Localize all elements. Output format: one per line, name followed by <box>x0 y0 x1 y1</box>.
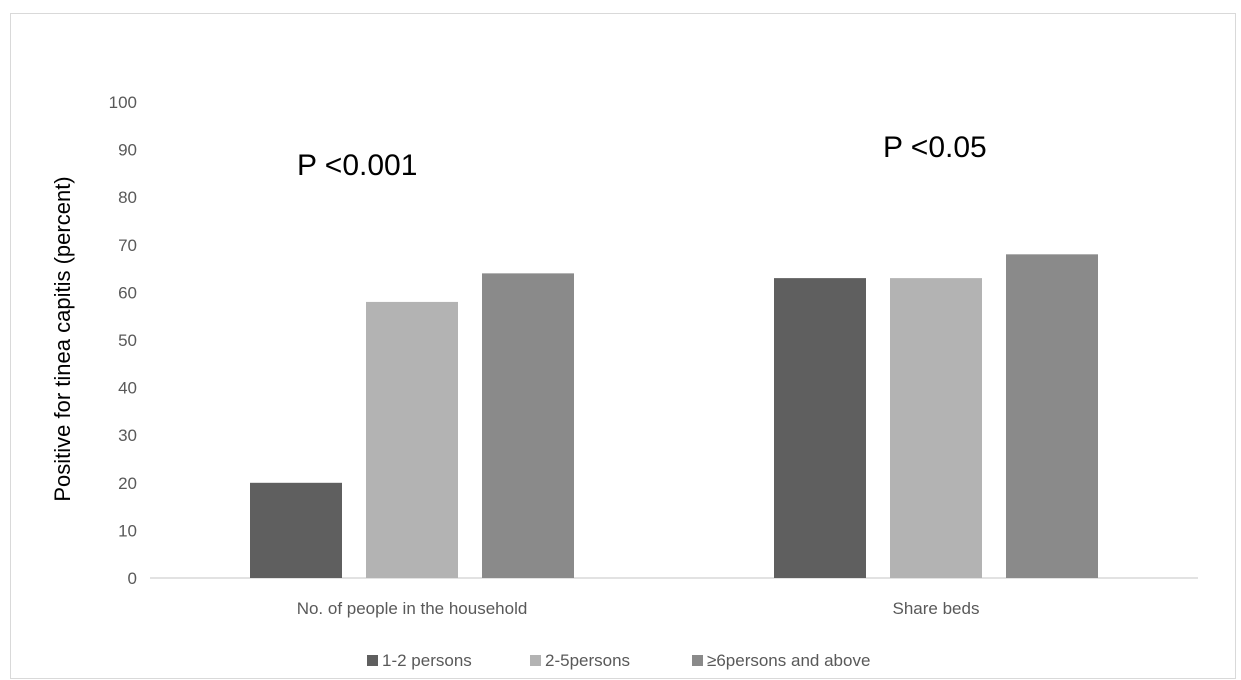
y-tick-label: 0 <box>128 569 137 588</box>
category-labels: No. of people in the household Share beds <box>297 599 980 618</box>
y-axis-label: Positive for tinea capitis (percent) <box>50 176 75 501</box>
legend-swatch <box>692 655 703 666</box>
y-tick-label: 70 <box>118 236 137 255</box>
category-label: No. of people in the household <box>297 599 528 618</box>
category-label: Share beds <box>893 599 980 618</box>
annotation-share-beds: P <0.05 <box>883 131 987 164</box>
legend-swatch <box>367 655 378 666</box>
legend: 1-2 persons 2-5persons ≥6persons and above <box>367 651 870 670</box>
bar <box>250 482 342 578</box>
y-tick-label: 10 <box>118 521 137 540</box>
bar <box>482 273 574 578</box>
y-tick-label: 60 <box>118 283 137 302</box>
legend-entry: 1-2 persons <box>382 651 472 670</box>
bar <box>1006 254 1098 578</box>
legend-entry: ≥6persons and above <box>707 651 870 670</box>
bar <box>774 278 866 578</box>
y-tick-label: 40 <box>118 379 137 398</box>
bar <box>890 278 982 578</box>
bars <box>250 254 1098 578</box>
y-tick-label: 30 <box>118 426 137 445</box>
legend-entry: 2-5persons <box>545 651 630 670</box>
y-tick-label: 80 <box>118 188 137 207</box>
y-tick-label: 100 <box>109 93 137 112</box>
bar <box>366 301 458 578</box>
y-tick-label: 20 <box>118 474 137 493</box>
y-tick-label: 50 <box>118 331 137 350</box>
legend-swatch <box>530 655 541 666</box>
y-tick-label: 90 <box>118 141 137 160</box>
annotation-household: P <0.001 <box>297 149 417 182</box>
y-axis-ticks: 0 10 20 30 40 50 60 70 80 90 100 <box>109 93 137 588</box>
